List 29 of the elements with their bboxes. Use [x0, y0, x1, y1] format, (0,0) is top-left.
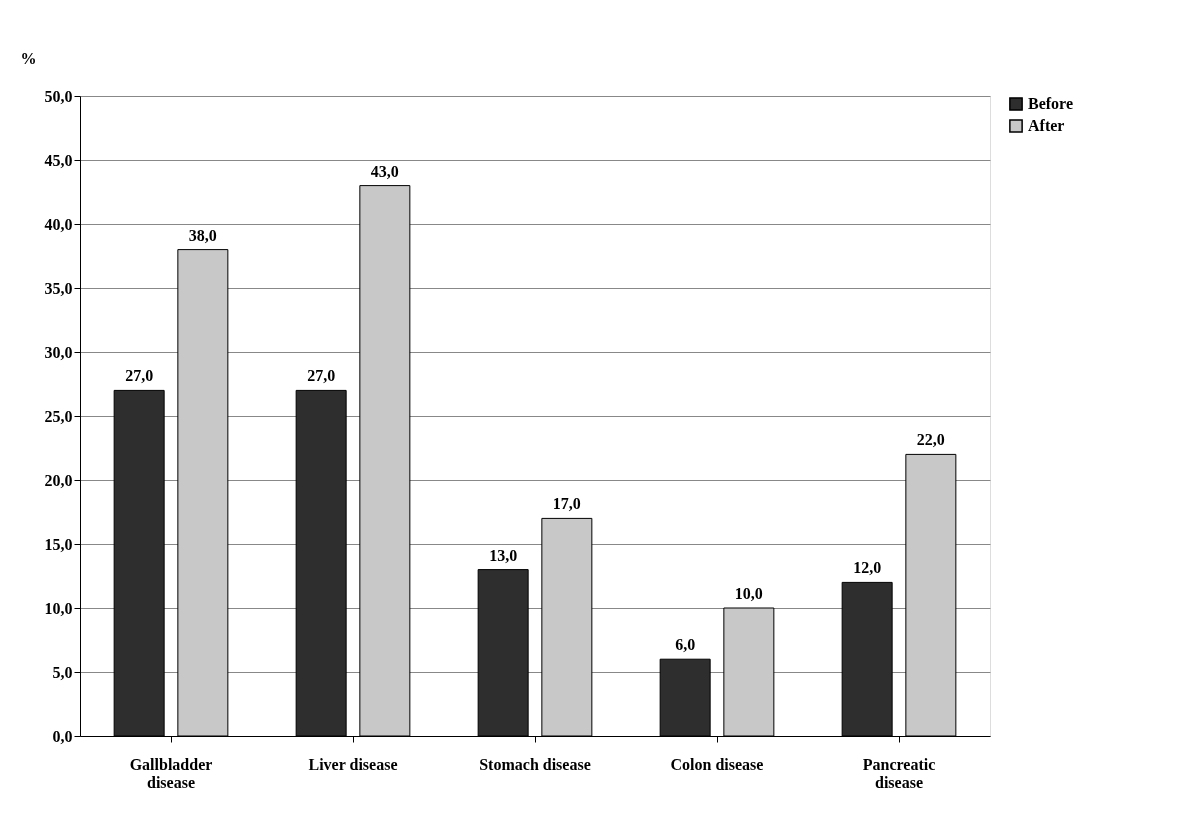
y-tick-label: 30,0	[44, 343, 73, 361]
data-label: 38,0	[188, 226, 217, 244]
x-tick-label: Colon disease	[670, 755, 764, 773]
data-label: 17,0	[552, 495, 581, 513]
x-tick-label: Stomach disease	[479, 755, 591, 773]
y-tick-label: 5,0	[52, 663, 73, 681]
y-tick-label: 0,0	[52, 727, 73, 745]
data-label: 27,0	[125, 367, 154, 385]
legend-label: After	[1028, 117, 1065, 134]
data-label: 10,0	[734, 585, 763, 602]
x-tick-label: Liver disease	[308, 755, 398, 773]
y-axis-title: %	[20, 49, 37, 67]
y-tick-label: 15,0	[44, 535, 73, 553]
data-label: 6,0	[675, 636, 696, 654]
y-tick-label: 20,0	[44, 471, 73, 489]
data-label: 22,0	[916, 431, 945, 449]
x-tick-label: Gallbladder disease	[129, 755, 213, 791]
y-tick-label: 50,0	[44, 87, 73, 105]
y-tick-label: 25,0	[44, 407, 73, 425]
data-label: 43,0	[370, 162, 399, 180]
y-tick-label: 45,0	[44, 151, 73, 169]
y-tick-label: 40,0	[44, 215, 73, 233]
data-label: 27,0	[307, 367, 336, 385]
y-tick-label: 35,0	[44, 279, 73, 297]
data-label: 13,0	[489, 546, 518, 564]
y-tick-label: 10,0	[44, 599, 73, 617]
x-tick-label: Pancreatic disease	[862, 755, 936, 791]
legend-label: Before	[1028, 95, 1074, 112]
data-label: 12,0	[853, 559, 882, 577]
